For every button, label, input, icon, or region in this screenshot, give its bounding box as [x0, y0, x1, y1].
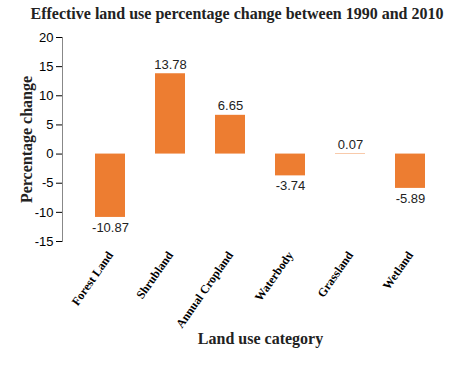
svg-text:-10: -10 — [35, 205, 54, 220]
svg-text:20: 20 — [39, 30, 53, 45]
svg-text:Forest Land: Forest Land — [69, 248, 117, 308]
svg-text:Wetland: Wetland — [380, 248, 417, 292]
svg-text:15: 15 — [39, 59, 53, 74]
svg-text:-15: -15 — [35, 234, 54, 249]
svg-text:Grassland: Grassland — [314, 248, 356, 299]
svg-text:Annual Cropland: Annual Cropland — [173, 248, 236, 330]
svg-text:-5: -5 — [42, 175, 54, 190]
svg-text:10: 10 — [39, 88, 53, 103]
svg-text:-3.74: -3.74 — [276, 178, 306, 193]
html-text:Effective land use percentage: Effective land use percentage change bet… — [30, 5, 444, 22]
svg-text:0.07: 0.07 — [338, 137, 363, 152]
svg-text:Waterbody: Waterbody — [252, 249, 296, 304]
svg-text:6.65: 6.65 — [218, 98, 243, 113]
svg-text:13.78: 13.78 — [154, 57, 187, 72]
svg-text:Percentage change: Percentage change — [18, 76, 36, 203]
svg-text:Land use category: Land use category — [198, 330, 323, 348]
svg-text:Shrubland: Shrubland — [133, 248, 176, 301]
svg-text:0: 0 — [46, 146, 53, 161]
svg-text:5: 5 — [46, 117, 53, 132]
svg-text:-10.87: -10.87 — [92, 220, 129, 235]
svg-text:-5.89: -5.89 — [396, 191, 426, 206]
